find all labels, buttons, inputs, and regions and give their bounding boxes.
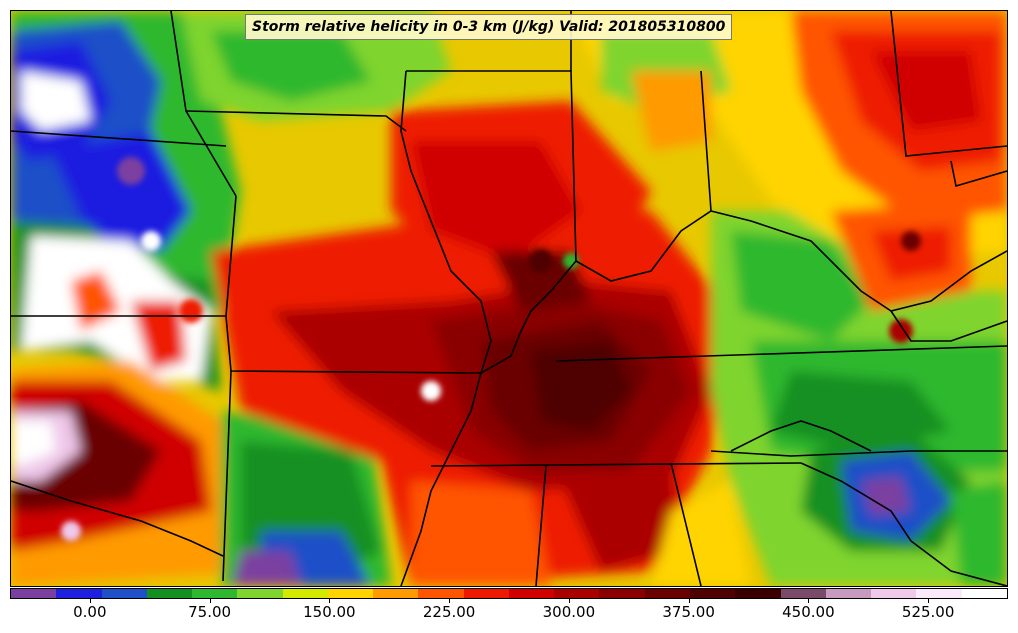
colorbar-swatch: [463, 589, 509, 598]
colorbar-swatch: [735, 589, 781, 598]
colorbar-swatch: [961, 589, 1007, 598]
colorbar-swatch: [418, 589, 464, 598]
colorbar-label: 150.00: [303, 603, 356, 621]
colorbar-label: 375.00: [662, 603, 715, 621]
colorbar-swatch: [825, 589, 872, 598]
colorbar-swatch: [56, 589, 102, 598]
colorbar-label: 525.00: [901, 603, 955, 621]
colorbar-swatch: [644, 589, 690, 598]
colorbar-swatch: [599, 589, 645, 598]
colorbar-swatch: [871, 589, 917, 598]
map-title-box: Storm relative helicity in 0-3 km (J/kg)…: [245, 14, 733, 40]
colorbar-swatch: [554, 589, 600, 598]
colorbar-swatch: [237, 589, 283, 598]
colorbar-tick: [688, 599, 690, 603]
colorbar-tick: [89, 599, 91, 603]
colorbar-tick: [449, 599, 451, 603]
colorbar-tick: [808, 599, 810, 603]
colorbar-swatch: [916, 589, 962, 598]
colorbar-swatch: [373, 589, 419, 598]
colorbar-swatch: [146, 589, 193, 598]
colorbar-tick: [329, 599, 331, 603]
colorbar-label: 75.00: [188, 603, 232, 621]
colorbar-swatch: [780, 589, 826, 598]
colorbar-label: 225.00: [422, 603, 476, 621]
map-title: Storm relative helicity in 0-3 km (J/kg)…: [252, 19, 726, 35]
state-boundaries: [11, 11, 1007, 586]
colorbar-swatch: [192, 589, 238, 598]
colorbar-tick: [568, 599, 570, 603]
colorbar-swatch: [11, 589, 57, 598]
colorbar-swatch: [508, 589, 555, 598]
helicity-map: [10, 10, 1008, 587]
field-speckles: [61, 157, 921, 541]
colorbar-tick: [928, 599, 930, 603]
colorbar-label: 450.00: [782, 603, 835, 621]
colorbar-swatch: [689, 589, 736, 598]
colorbar-label: 300.00: [542, 603, 596, 621]
colorbar-swatch: [282, 589, 328, 598]
colorbar: [10, 588, 1008, 599]
colorbar-swatch: [101, 589, 147, 598]
colorbar-tick: [209, 599, 211, 603]
colorbar-label: 0.00: [73, 603, 107, 621]
map-canvas: [11, 11, 1007, 586]
colorbar-swatch: [327, 589, 374, 598]
